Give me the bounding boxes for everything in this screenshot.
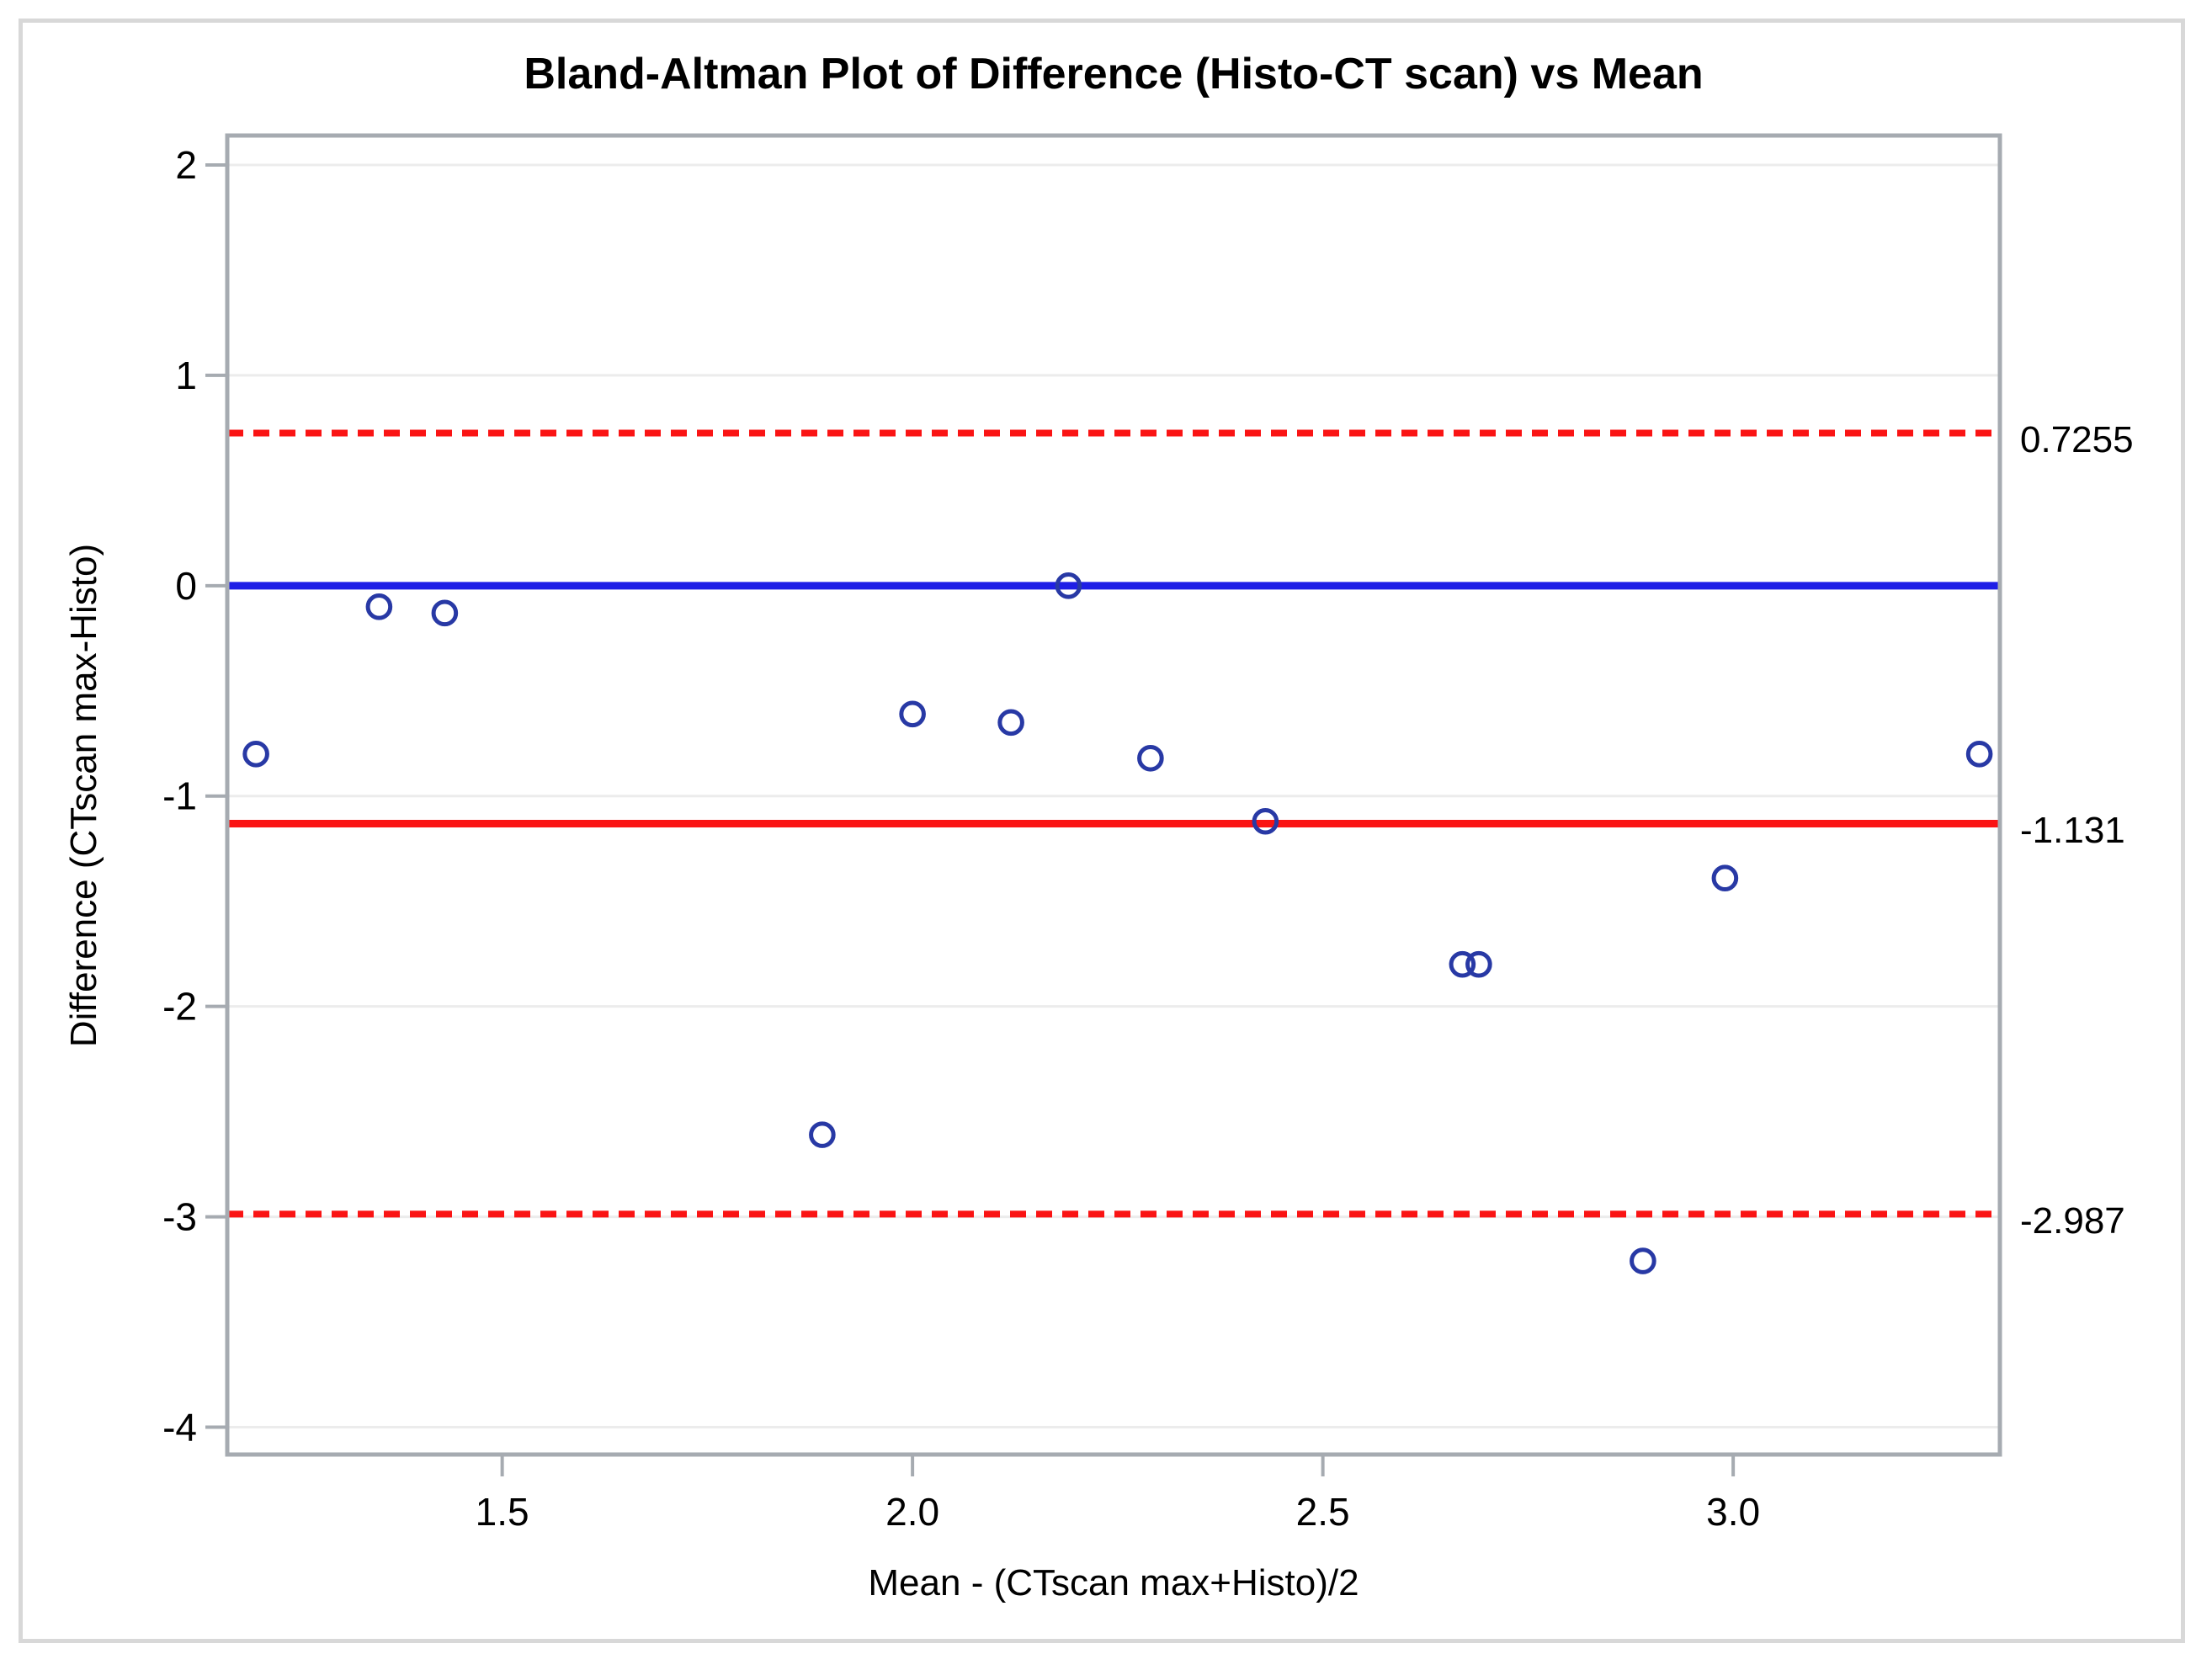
y-tick-label: 1 [175,354,197,397]
y-tick-label: -2 [162,985,197,1029]
upper-limit-line-label: 0.7255 [2020,419,2134,460]
lower-limit-line-label: -2.987 [2020,1200,2125,1242]
data-point-marker [365,593,393,620]
data-point-marker [431,599,459,627]
y-tick-label: -1 [162,774,197,818]
data-point-marker [1252,807,1279,835]
data-point-marker [242,740,269,768]
data-point-marker [1965,740,1993,768]
y-tick-label: 0 [175,564,197,608]
x-tick-label: 3.0 [1706,1490,1760,1534]
y-tick-label: -3 [162,1195,197,1239]
data-point-marker [997,709,1024,737]
x-axis-title: Mean - (CTscan max+Histo)/2 [868,1562,1359,1604]
data-point-marker [809,1121,836,1148]
data-point-marker [1711,864,1739,892]
chart-title: Bland-Altman Plot of Difference (Histo-C… [524,50,1704,98]
data-point-marker [1055,572,1082,599]
data-point-marker [899,700,926,728]
x-tick-label: 2.5 [1296,1490,1350,1534]
data-point-marker [1449,950,1476,978]
data-point-marker [1630,1247,1656,1274]
figure-frame [19,19,2185,1643]
x-tick-label: 2.0 [885,1490,939,1534]
mean-difference-line-label: -1.131 [2020,810,2125,851]
y-tick-label: -4 [162,1406,197,1449]
x-tick-label: 1.5 [476,1490,529,1534]
data-point-marker [1137,744,1164,772]
y-tick-label: 2 [175,143,197,187]
data-point-marker [1465,950,1492,978]
